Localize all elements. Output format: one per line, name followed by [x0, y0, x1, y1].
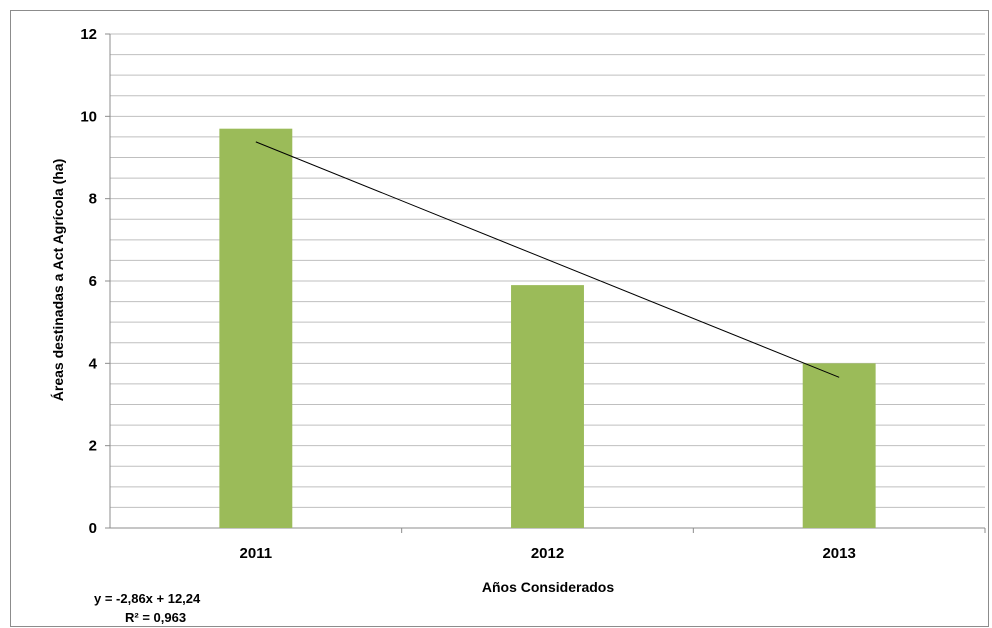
- y-tick-label: 8: [89, 191, 97, 208]
- y-tick-label: 2: [89, 438, 97, 455]
- x-tick-label: 2013: [822, 545, 855, 562]
- y-tick-label: 4: [89, 355, 98, 372]
- x-tick-labels: 2011 2012 2013: [240, 545, 856, 562]
- x-tick-label: 2012: [531, 545, 564, 562]
- y-tick-label: 6: [89, 273, 97, 290]
- y-tick-labels: 0 2 4 6 8 10 12: [80, 26, 97, 537]
- y-tick-label: 12: [80, 26, 97, 43]
- x-tick-label: 2011: [240, 545, 273, 562]
- bar-2011: [219, 128, 293, 528]
- bar-2013: [802, 363, 876, 528]
- bars: [219, 128, 876, 528]
- trendline-equation: y = -2,86x + 12,24: [94, 591, 201, 606]
- x-axis-title: Años Considerados: [482, 579, 614, 595]
- trendline-r2: R² = 0,963: [125, 610, 186, 625]
- y-tick-label: 0: [89, 520, 97, 537]
- trendline: [255, 141, 840, 378]
- trendline-line: [255, 141, 840, 378]
- y-axis-title: Áreas destinadas a Act Agrícola (ha): [50, 159, 66, 401]
- y-tick-label: 10: [80, 108, 97, 125]
- bar-2012: [511, 285, 584, 528]
